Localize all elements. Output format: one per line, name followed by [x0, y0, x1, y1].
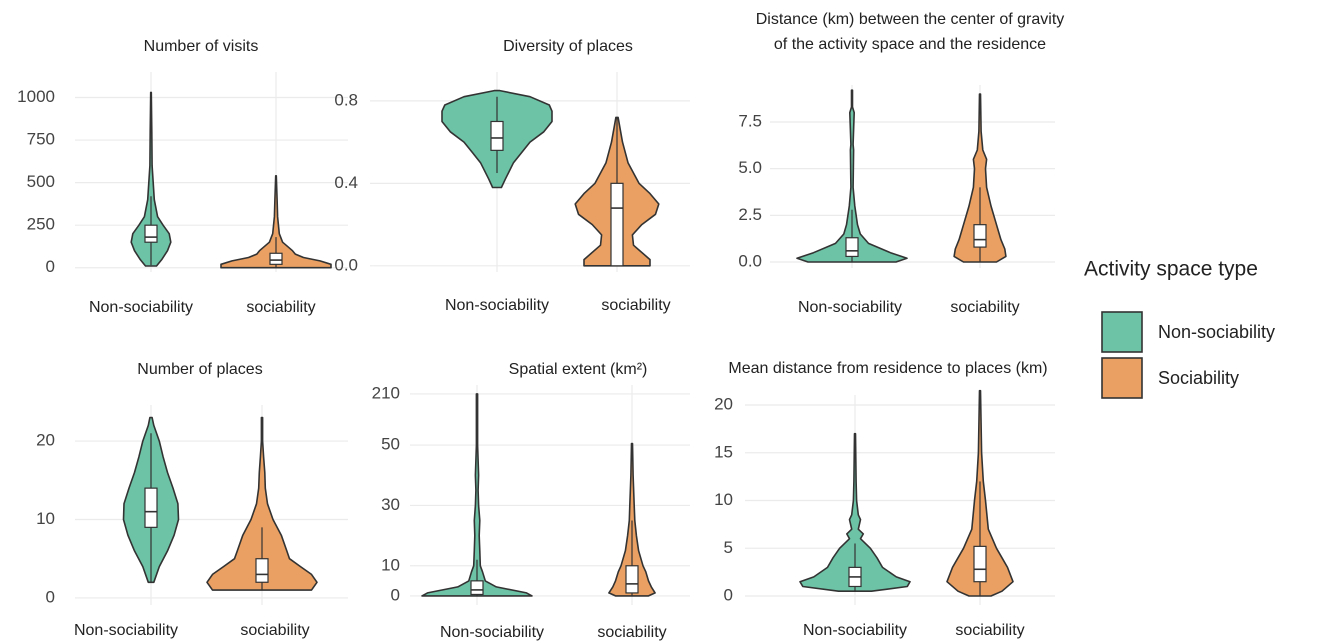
y-tick-label: 15	[714, 442, 733, 461]
box	[490, 120, 504, 151]
legend-title: Activity space type	[1084, 258, 1258, 281]
legend-swatch	[1101, 357, 1143, 399]
x-tick-label: sociability	[597, 624, 666, 641]
violin	[953, 93, 1007, 263]
violin	[608, 442, 656, 597]
y-tick-label: 10	[381, 555, 400, 574]
legend-label: Sociability	[1158, 368, 1239, 388]
y-tick-label: 0	[46, 587, 55, 606]
violin	[206, 416, 318, 591]
y-tick-label: 0	[46, 257, 55, 276]
y-tick-label: 5	[724, 538, 733, 557]
y-tick-label: 20	[36, 431, 55, 450]
x-tick-label: sociability	[601, 297, 670, 314]
y-tick-label: 0.4	[334, 173, 358, 192]
panel-title: Mean distance from residence to places (…	[728, 360, 1047, 377]
x-tick-label: sociability	[955, 622, 1024, 639]
x-tick-label: Non-sociability	[89, 299, 193, 316]
box	[470, 580, 484, 596]
panel-title: Diversity of places	[503, 38, 633, 55]
y-tick-label: 0.0	[738, 252, 762, 271]
box	[144, 487, 158, 528]
y-tick-label: 2.5	[738, 205, 762, 224]
x-tick-label: Non-sociability	[798, 299, 902, 316]
y-tick-label: 10	[36, 509, 55, 528]
panel-title: Distance (km) between the center of grav…	[756, 11, 1065, 28]
x-tick-label: Non-sociability	[74, 622, 178, 639]
violin	[421, 393, 533, 597]
y-tick-label: 250	[27, 215, 55, 234]
y-tick-label: 20	[714, 395, 733, 414]
panel-title: Number of places	[137, 361, 262, 378]
violin	[796, 89, 908, 263]
box	[269, 252, 283, 265]
box	[144, 224, 158, 243]
box	[610, 182, 624, 267]
box	[973, 545, 987, 583]
panel-title: Number of visits	[144, 38, 259, 55]
x-tick-label: sociability	[240, 622, 309, 639]
box	[255, 558, 269, 583]
y-tick-label: 30	[381, 495, 400, 514]
y-tick-label: 210	[372, 383, 400, 402]
violin	[799, 432, 911, 592]
y-tick-label: 500	[27, 172, 55, 191]
legend-swatch	[1101, 311, 1143, 353]
x-tick-label: Non-sociability	[803, 622, 907, 639]
y-tick-label: 50	[381, 435, 400, 454]
x-tick-label: sociability	[950, 299, 1019, 316]
y-tick-label: 7.5	[738, 111, 762, 130]
x-tick-label: Non-sociability	[440, 624, 544, 641]
x-tick-label: sociability	[246, 299, 315, 316]
y-tick-label: 0	[391, 585, 400, 604]
panel-title: Spatial extent (km²)	[509, 361, 648, 378]
x-tick-label: Non-sociability	[445, 297, 549, 314]
box	[625, 565, 639, 594]
violin	[130, 91, 172, 267]
box	[845, 237, 859, 258]
y-tick-label: 0	[724, 586, 733, 605]
y-tick-label: 750	[27, 130, 55, 149]
y-tick-label: 10	[714, 490, 733, 509]
y-tick-label: 5.0	[738, 158, 762, 177]
violin	[220, 175, 332, 269]
y-tick-label: 0.0	[334, 255, 358, 274]
legend-label: Non-sociability	[1158, 322, 1275, 342]
y-tick-label: 0.8	[334, 90, 358, 109]
y-tick-label: 1000	[17, 87, 55, 106]
box	[973, 224, 987, 248]
panel-title: of the activity space and the residence	[774, 36, 1046, 53]
